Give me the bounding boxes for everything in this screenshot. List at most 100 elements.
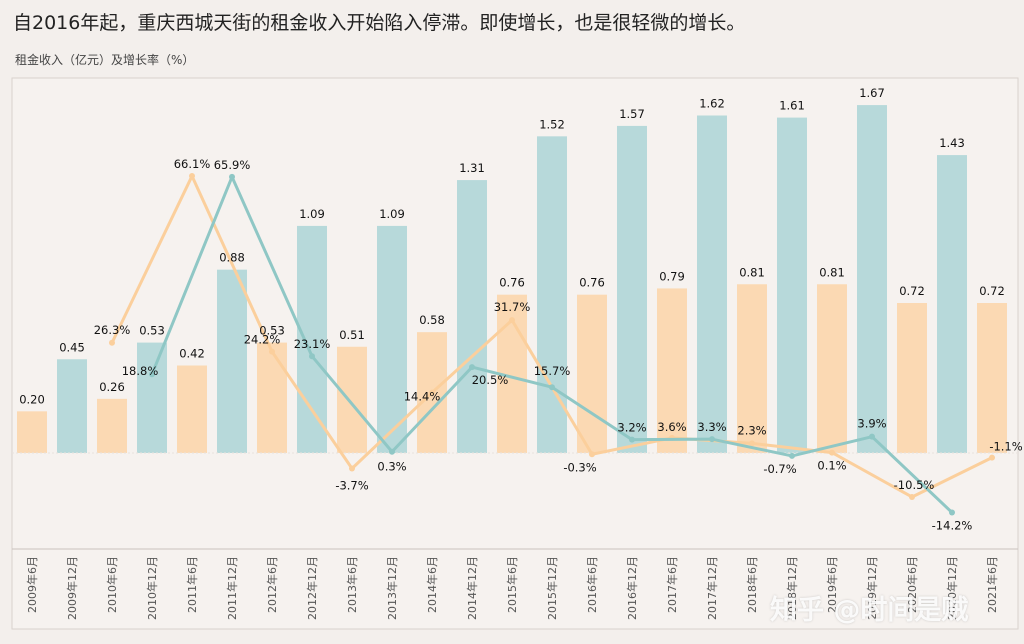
bar-value-label: 0.51 — [339, 328, 365, 342]
bar — [297, 225, 327, 453]
bar-value-label: 0.53 — [259, 324, 285, 338]
x-tick-label: 2016年12月 — [625, 556, 639, 620]
growth-rate-label: -1.1% — [989, 440, 1022, 454]
growth-rate-label: -14.2% — [932, 518, 973, 532]
bar — [177, 365, 207, 453]
watermark: 知乎 @时间是贼 — [770, 595, 969, 626]
x-tick-label: 2020年12月 — [945, 556, 959, 620]
bar-value-label: 0.79 — [659, 269, 685, 283]
x-tick-label: 2018年6月 — [745, 556, 759, 613]
growth-point — [429, 389, 435, 396]
growth-point — [709, 436, 715, 443]
growth-rate-label: 0.3% — [377, 460, 406, 474]
bar — [617, 125, 647, 454]
growth-rate-label: -0.7% — [763, 462, 796, 476]
growth-point — [909, 493, 915, 500]
bar-value-label: 0.72 — [979, 284, 1005, 298]
x-tick-label: 2013年6月 — [345, 556, 359, 613]
growth-rate-label: 66.1% — [174, 157, 211, 171]
bar — [457, 180, 487, 454]
growth-point — [629, 436, 635, 443]
bar-value-label: 0.42 — [179, 347, 205, 361]
bar — [657, 288, 687, 453]
growth-rate-label: 20.5% — [472, 373, 509, 387]
bar — [217, 269, 247, 453]
growth-rate-label: 0.1% — [817, 459, 846, 473]
growth-rate-label: 3.9% — [857, 417, 886, 431]
x-tick-label: 2014年6月 — [425, 556, 439, 613]
growth-rate-label: -10.5% — [894, 478, 935, 492]
bar-value-label: 0.81 — [739, 265, 765, 279]
growth-rate-label: -0.3% — [563, 460, 596, 474]
growth-point — [109, 339, 115, 346]
growth-rate-label: 23.1% — [294, 337, 331, 351]
bar-value-label: 1.61 — [779, 99, 805, 113]
bar — [337, 346, 367, 453]
x-tick-label: 2019年6月 — [825, 556, 839, 613]
bar-value-label: 1.09 — [299, 207, 325, 221]
bar-value-label: 1.52 — [539, 117, 565, 131]
x-tick-label: 2012年6月 — [265, 556, 279, 613]
growth-rate-label: 31.7% — [494, 300, 531, 314]
x-tick-label: 2010年12月 — [145, 556, 159, 620]
growth-rate-label: 3.2% — [617, 421, 646, 435]
x-tick-label: 2015年6月 — [505, 556, 519, 613]
growth-rate-label: 15.7% — [534, 364, 571, 378]
growth-point — [189, 173, 195, 180]
x-tick-label: 2021年6月 — [985, 556, 999, 613]
growth-point — [589, 451, 595, 458]
bar-value-label: 1.09 — [379, 207, 405, 221]
growth-point — [149, 371, 155, 378]
bar-value-label: 1.43 — [939, 136, 965, 150]
bar — [377, 225, 407, 453]
bar-value-label: 0.72 — [899, 284, 925, 298]
x-tick-label: 2016年6月 — [585, 556, 599, 613]
chart-title: 自2016年起，重庆西城天街的租金收入开始陷入停滞。即使增长，也是很轻微的增长。 — [13, 12, 746, 34]
bar — [17, 411, 47, 453]
x-tick-label: 2014年12月 — [465, 556, 479, 620]
bar-value-label: 0.81 — [819, 265, 845, 279]
growth-point — [509, 317, 515, 324]
x-tick-label: 2011年6月 — [185, 556, 199, 613]
x-tick-label: 2020年6月 — [905, 556, 919, 613]
x-tick-label: 2017年6月 — [665, 556, 679, 613]
growth-point — [829, 449, 835, 456]
bar-value-label: 0.88 — [219, 251, 245, 265]
growth-point — [789, 452, 795, 459]
x-tick-label: 2013年12月 — [385, 556, 399, 620]
bar — [937, 155, 967, 454]
bar — [577, 294, 607, 453]
growth-rate-label: 3.3% — [697, 420, 726, 434]
growth-rate-label: 14.4% — [404, 390, 441, 404]
bar-value-label: 0.20 — [19, 392, 45, 406]
bar — [737, 284, 767, 453]
growth-point — [869, 433, 875, 440]
growth-rate-label: 24.2% — [244, 333, 281, 347]
growth-point — [469, 364, 475, 371]
growth-point — [229, 173, 235, 180]
bar-value-label: 1.31 — [459, 161, 485, 175]
bar-value-label: 0.76 — [579, 276, 605, 290]
growth-point — [749, 440, 755, 447]
bar-value-label: 0.45 — [59, 340, 85, 354]
x-tick-label: 2018年12月 — [785, 556, 799, 620]
growth-rate-label: 26.3% — [94, 323, 131, 337]
growth-point — [349, 465, 355, 472]
bar-value-label: 0.53 — [139, 324, 165, 338]
x-tick-label: 2012年12月 — [305, 556, 319, 620]
growth-point — [309, 353, 315, 360]
growth-point — [269, 348, 275, 355]
x-tick-label: 2009年12月 — [65, 556, 79, 620]
bar — [57, 359, 87, 453]
growth-rate-label: 2.3% — [737, 423, 766, 437]
bar — [697, 115, 727, 453]
growth-rate-label: 18.8% — [122, 364, 159, 378]
bar-value-label: 1.57 — [619, 107, 645, 121]
x-tick-label: 2017年12月 — [705, 556, 719, 620]
growth-rate-label: 3.6% — [657, 420, 686, 434]
bar — [777, 117, 807, 453]
bar-value-label: 0.26 — [99, 380, 125, 394]
bar — [857, 105, 887, 453]
bar-value-label: 0.76 — [499, 276, 525, 290]
